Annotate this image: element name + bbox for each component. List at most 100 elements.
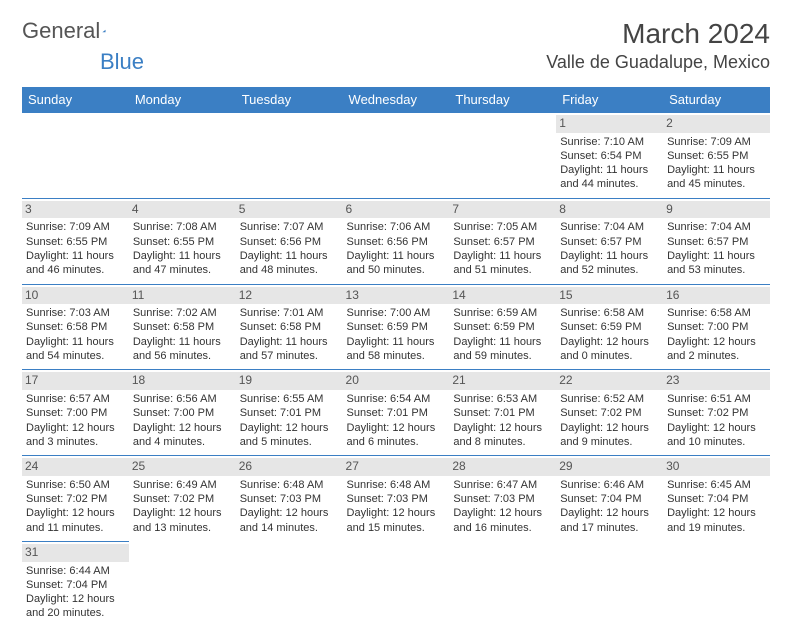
sunset-text: Sunset: 6:57 PM	[560, 235, 659, 249]
sunrise-text: Sunrise: 6:59 AM	[453, 306, 552, 320]
day-number: 20	[343, 372, 450, 390]
day-number: 1	[556, 115, 663, 133]
calendar-cell: 27Sunrise: 6:48 AMSunset: 7:03 PMDayligh…	[343, 456, 450, 542]
day-number: 18	[129, 372, 236, 390]
sunset-text: Sunset: 7:01 PM	[347, 406, 446, 420]
sunrise-text: Sunrise: 6:50 AM	[26, 478, 125, 492]
sunrise-text: Sunrise: 6:45 AM	[667, 478, 766, 492]
calendar-cell: 23Sunrise: 6:51 AMSunset: 7:02 PMDayligh…	[663, 370, 770, 456]
daylight-text: Daylight: 12 hours	[26, 421, 125, 435]
day-number: 14	[449, 287, 556, 305]
daylight-text: Daylight: 11 hours	[26, 249, 125, 263]
day-number: 15	[556, 287, 663, 305]
sunset-text: Sunset: 7:01 PM	[453, 406, 552, 420]
sunset-text: Sunset: 6:58 PM	[240, 320, 339, 334]
sunrise-text: Sunrise: 7:09 AM	[667, 135, 766, 149]
calendar-cell: 16Sunrise: 6:58 AMSunset: 7:00 PMDayligh…	[663, 284, 770, 370]
sunset-text: Sunset: 6:59 PM	[347, 320, 446, 334]
daylight-text: and 19 minutes.	[667, 521, 766, 535]
calendar-cell: 20 Sunrise: 6:54 AMSunset: 7:01 PMDayligh…	[343, 370, 450, 456]
daylight-text: Daylight: 12 hours	[26, 506, 125, 520]
daylight-text: and 53 minutes.	[667, 263, 766, 277]
sunset-text: Sunset: 6:57 PM	[453, 235, 552, 249]
calendar-cell: 19Sunrise: 6:55 AMSunset: 7:01 PMDayligh…	[236, 370, 343, 456]
day-number: 6	[343, 201, 450, 219]
daylight-text: Daylight: 12 hours	[133, 421, 232, 435]
sunrise-text: Sunrise: 6:47 AM	[453, 478, 552, 492]
calendar-cell: 13Sunrise: 7:00 AMSunset: 6:59 PMDayligh…	[343, 284, 450, 370]
sunrise-text: Sunrise: 6:46 AM	[560, 478, 659, 492]
calendar-cell: 9Sunrise: 7:04 AMSunset: 6:57 PMDaylight…	[663, 198, 770, 284]
day-number: 19	[236, 372, 343, 390]
daylight-text: and 45 minutes.	[667, 177, 766, 191]
sunrise-text: Sunrise: 7:09 AM	[26, 220, 125, 234]
daylight-text: and 8 minutes.	[453, 435, 552, 449]
calendar-cell	[22, 113, 129, 199]
daylight-text: and 14 minutes.	[240, 521, 339, 535]
daylight-text: Daylight: 12 hours	[347, 421, 446, 435]
calendar-cell	[129, 541, 236, 626]
day-number: 12	[236, 287, 343, 305]
calendar-cell	[343, 541, 450, 626]
calendar-cell: 18Sunrise: 6:56 AMSunset: 7:00 PMDayligh…	[129, 370, 236, 456]
calendar-cell: 28Sunrise: 6:47 AMSunset: 7:03 PMDayligh…	[449, 456, 556, 542]
sunset-text: Sunset: 7:04 PM	[667, 492, 766, 506]
sunset-text: Sunset: 7:03 PM	[240, 492, 339, 506]
daylight-text: and 58 minutes.	[347, 349, 446, 363]
calendar-cell	[663, 541, 770, 626]
daylight-text: and 51 minutes.	[453, 263, 552, 277]
calendar-cell: 26Sunrise: 6:48 AMSunset: 7:03 PMDayligh…	[236, 456, 343, 542]
daylight-text: Daylight: 11 hours	[667, 163, 766, 177]
day-number: 16	[663, 287, 770, 305]
calendar-table: Sunday Monday Tuesday Wednesday Thursday…	[22, 87, 770, 627]
sunset-text: Sunset: 7:02 PM	[26, 492, 125, 506]
sunset-text: Sunset: 6:58 PM	[26, 320, 125, 334]
weekday-header-row: Sunday Monday Tuesday Wednesday Thursday…	[22, 87, 770, 113]
calendar-cell: 29Sunrise: 6:46 AMSunset: 7:04 PMDayligh…	[556, 456, 663, 542]
day-number: 9	[663, 201, 770, 219]
weekday-header: Monday	[129, 87, 236, 113]
daylight-text: and 56 minutes.	[133, 349, 232, 363]
sunset-text: Sunset: 6:55 PM	[667, 149, 766, 163]
sunrise-text: Sunrise: 6:58 AM	[560, 306, 659, 320]
daylight-text: and 54 minutes.	[26, 349, 125, 363]
daylight-text: and 11 minutes.	[26, 521, 125, 535]
calendar-cell: 25Sunrise: 6:49 AMSunset: 7:02 PMDayligh…	[129, 456, 236, 542]
weekday-header: Sunday	[22, 87, 129, 113]
calendar-cell: 8Sunrise: 7:04 AMSunset: 6:57 PMDaylight…	[556, 198, 663, 284]
daylight-text: and 13 minutes.	[133, 521, 232, 535]
calendar-cell: 3Sunrise: 7:09 AMSunset: 6:55 PMDaylight…	[22, 198, 129, 284]
sunset-text: Sunset: 7:00 PM	[667, 320, 766, 334]
sunrise-text: Sunrise: 6:54 AM	[347, 392, 446, 406]
daylight-text: Daylight: 12 hours	[240, 421, 339, 435]
daylight-text: and 6 minutes.	[347, 435, 446, 449]
daylight-text: and 17 minutes.	[560, 521, 659, 535]
calendar-cell: 21Sunrise: 6:53 AMSunset: 7:01 PMDayligh…	[449, 370, 556, 456]
calendar-cell: 2Sunrise: 7:09 AMSunset: 6:55 PMDaylight…	[663, 113, 770, 199]
sunset-text: Sunset: 7:03 PM	[347, 492, 446, 506]
weekday-header: Saturday	[663, 87, 770, 113]
sunset-text: Sunset: 6:56 PM	[347, 235, 446, 249]
day-number: 10	[22, 287, 129, 305]
day-number: 24	[22, 458, 129, 476]
day-number: 23	[663, 372, 770, 390]
day-number: 31	[22, 544, 129, 562]
daylight-text: and 10 minutes.	[667, 435, 766, 449]
daylight-text: Daylight: 11 hours	[453, 335, 552, 349]
daylight-text: and 4 minutes.	[133, 435, 232, 449]
sunrise-text: Sunrise: 7:05 AM	[453, 220, 552, 234]
sunset-text: Sunset: 6:56 PM	[240, 235, 339, 249]
calendar-cell	[556, 541, 663, 626]
daylight-text: Daylight: 11 hours	[240, 335, 339, 349]
sunset-text: Sunset: 7:04 PM	[26, 578, 125, 592]
calendar-row: 1Sunrise: 7:10 AMSunset: 6:54 PMDaylight…	[22, 113, 770, 199]
sunset-text: Sunset: 7:02 PM	[133, 492, 232, 506]
daylight-text: and 48 minutes.	[240, 263, 339, 277]
sunrise-text: Sunrise: 6:48 AM	[240, 478, 339, 492]
logo-sail-icon	[102, 22, 106, 40]
sunrise-text: Sunrise: 7:07 AM	[240, 220, 339, 234]
daylight-text: Daylight: 12 hours	[667, 506, 766, 520]
daylight-text: Daylight: 11 hours	[26, 335, 125, 349]
daylight-text: and 2 minutes.	[667, 349, 766, 363]
day-number: 22	[556, 372, 663, 390]
